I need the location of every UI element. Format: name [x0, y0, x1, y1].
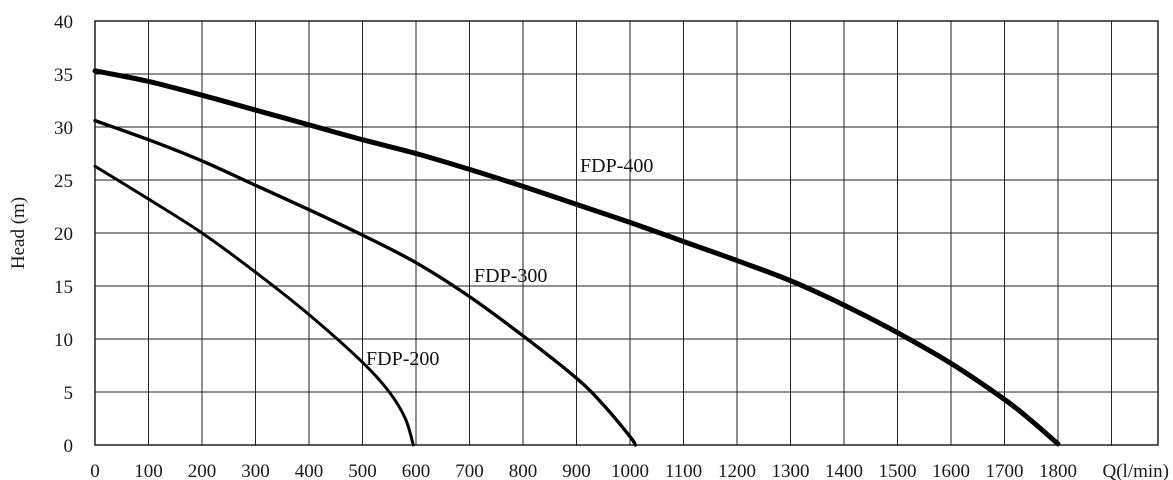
y-tick-label: 5	[64, 383, 74, 404]
y-tick-label: 10	[54, 330, 73, 351]
series-label-fdp-400: FDP-400	[580, 155, 653, 177]
x-tick-label: 0	[90, 461, 100, 480]
x-tick-label: 800	[509, 461, 538, 480]
curve-fdp-400	[92, 68, 1061, 447]
x-tick-label: 100	[134, 461, 163, 480]
series-labels: FDP-200 FDP-300 FDP-400	[366, 155, 653, 370]
x-tick-label: 1800	[1039, 461, 1077, 480]
y-tick-label: 0	[64, 436, 74, 457]
x-tick-label: 1500	[879, 461, 917, 480]
curves	[92, 68, 1061, 447]
y-tick-label: 15	[54, 277, 73, 298]
curve-fdp-300	[93, 118, 638, 447]
x-tick-label: 1600	[932, 461, 970, 480]
x-tick-label: 1300	[772, 461, 810, 480]
y-tick-label: 30	[54, 118, 73, 139]
x-tick-labels: 0 100 200 300 400 500 600 700 800 900 1000 1100 1200…	[90, 461, 1077, 480]
curve-fdp-200	[93, 164, 415, 447]
x-tick-label: 1200	[718, 461, 756, 480]
y-tick-label: 25	[54, 171, 73, 192]
y-tick-label: 40	[54, 12, 73, 33]
x-tick-label: 900	[562, 461, 591, 480]
x-tick-label: 200	[188, 461, 217, 480]
x-axis-title: Q(l/min)	[1103, 461, 1170, 480]
x-tick-label: 600	[402, 461, 431, 480]
y-tick-label: 35	[54, 65, 73, 86]
x-tick-label: 300	[241, 461, 270, 480]
y-tick-labels: 0 5 10 15 20 25 30 35 40	[54, 12, 73, 457]
x-tick-label: 1100	[665, 461, 702, 480]
x-tick-label: 400	[295, 461, 324, 480]
x-tick-label: 1000	[611, 461, 649, 480]
y-axis-title: Head (m)	[8, 197, 29, 269]
x-tick-label: 500	[348, 461, 377, 480]
x-tick-label: 1400	[825, 461, 863, 480]
y-tick-label: 20	[54, 224, 73, 245]
series-label-fdp-300: FDP-300	[474, 265, 547, 287]
x-tick-label: 700	[455, 461, 484, 480]
series-label-fdp-200: FDP-200	[366, 348, 439, 370]
x-tick-label: 1700	[986, 461, 1024, 480]
plot-frame	[94, 20, 1159, 446]
grid	[95, 21, 1158, 445]
